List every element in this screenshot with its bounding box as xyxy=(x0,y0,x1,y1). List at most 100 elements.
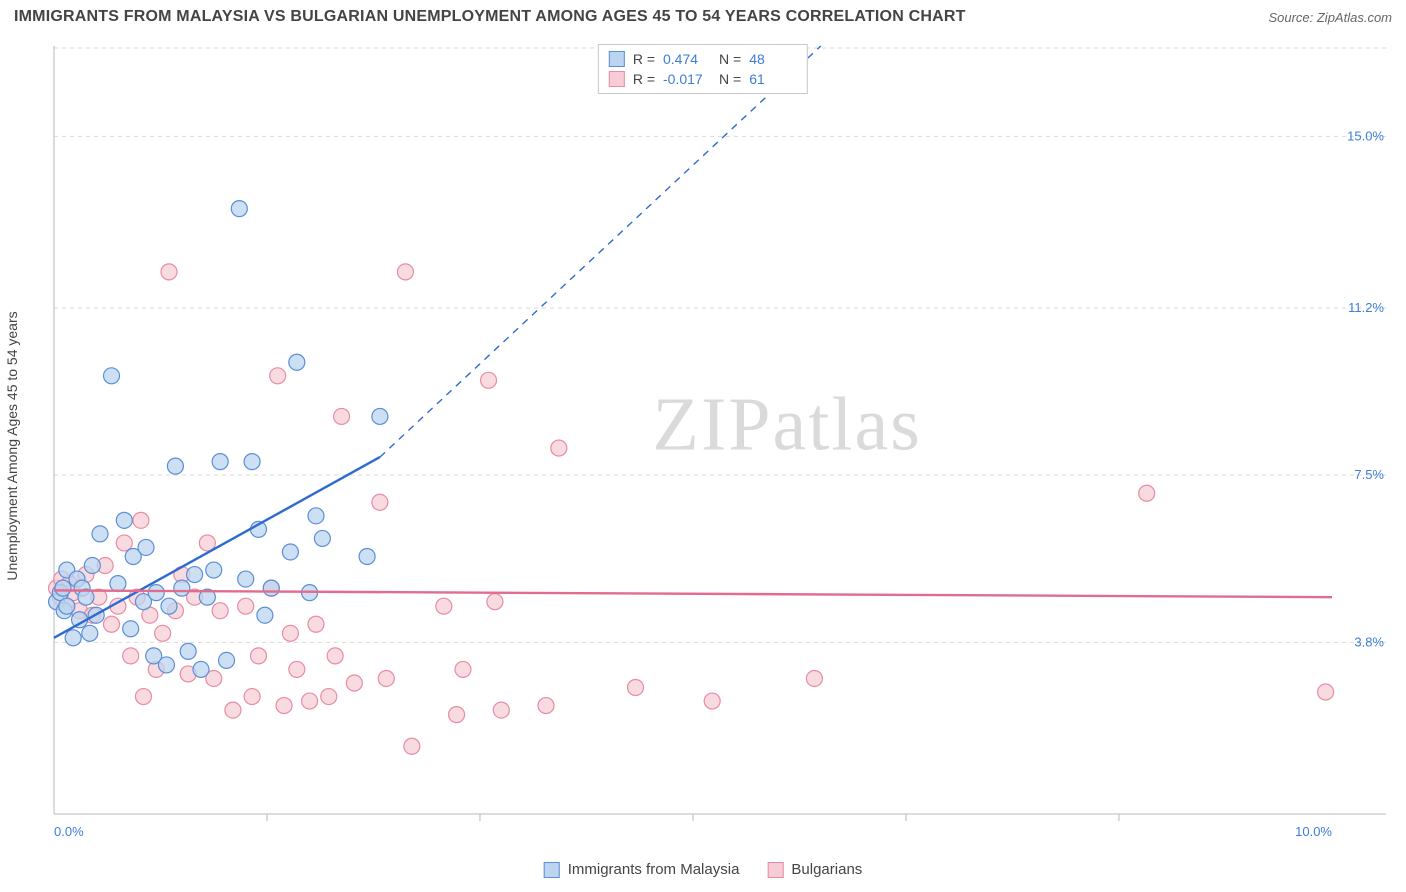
bulgarians-point xyxy=(397,264,413,280)
malaysia-point xyxy=(110,576,126,592)
bulgarians-point xyxy=(308,616,324,632)
legend-label: Immigrants from Malaysia xyxy=(568,861,740,878)
y-axis-label: Unemployment Among Ages 45 to 54 years xyxy=(4,311,20,580)
legend-swatch-icon xyxy=(609,51,625,67)
malaysia-point xyxy=(92,526,108,542)
bulgarians-point xyxy=(346,675,362,691)
bulgarians-point xyxy=(481,372,497,388)
malaysia-point xyxy=(148,585,164,601)
legend-item-bulgarians: Bulgarians xyxy=(767,861,862,878)
bulgarians-point xyxy=(378,670,394,686)
malaysia-point xyxy=(104,368,120,384)
n-value: 61 xyxy=(749,69,797,89)
legend-item-malaysia: Immigrants from Malaysia xyxy=(544,861,740,878)
bulgarians-point xyxy=(487,594,503,610)
r-label: R = xyxy=(633,69,655,89)
n-label: N = xyxy=(719,49,741,69)
malaysia-point xyxy=(174,580,190,596)
malaysia-point xyxy=(167,458,183,474)
malaysia-point xyxy=(158,657,174,673)
bulgarians-point xyxy=(135,689,151,705)
bulgarians-point xyxy=(155,625,171,641)
x-tick-label: 0.0% xyxy=(54,824,84,839)
malaysia-point xyxy=(123,621,139,637)
malaysia-point xyxy=(206,562,222,578)
bulgarians-point xyxy=(404,738,420,754)
y-tick-label: 3.8% xyxy=(1354,634,1384,649)
malaysia-point xyxy=(84,558,100,574)
bulgarians-point xyxy=(455,661,471,677)
malaysia-point xyxy=(193,661,209,677)
scatter-chart: 3.8% 7.5% 11.2% 15.0% 0.0% 10.0% xyxy=(48,40,1392,842)
bulgarians-point xyxy=(161,264,177,280)
bulgarians-point xyxy=(212,603,228,619)
legend-label: Bulgarians xyxy=(791,861,862,878)
bulgarians-point xyxy=(282,625,298,641)
bulgarians-trendline xyxy=(54,590,1332,597)
bulgarians-point xyxy=(449,707,465,723)
r-label: R = xyxy=(633,49,655,69)
bulgarians-point xyxy=(627,680,643,696)
bulgarians-point xyxy=(276,698,292,714)
source-label: Source: ZipAtlas.com xyxy=(1268,10,1392,25)
bulgarians-point xyxy=(289,661,305,677)
malaysia-point xyxy=(244,454,260,470)
y-tick-label: 11.2% xyxy=(1348,300,1384,315)
bulgarians-point xyxy=(334,408,350,424)
legend-row-malaysia: R = 0.474 N = 48 xyxy=(609,49,797,69)
malaysia-point xyxy=(55,580,71,596)
y-tick-label: 15.0% xyxy=(1347,128,1384,143)
bulgarians-point xyxy=(372,494,388,510)
bulgarians-point xyxy=(244,689,260,705)
legend-row-bulgarians: R = -0.017 N = 61 xyxy=(609,69,797,89)
bulgarians-point xyxy=(704,693,720,709)
malaysia-point xyxy=(65,630,81,646)
malaysia-point xyxy=(180,643,196,659)
series-legend: Immigrants from Malaysia Bulgarians xyxy=(544,861,863,878)
malaysia-point xyxy=(82,625,98,641)
bulgarians-point xyxy=(1139,485,1155,501)
x-tick-label: 10.0% xyxy=(1295,824,1332,839)
malaysia-point xyxy=(219,652,235,668)
malaysia-point xyxy=(372,408,388,424)
y-tick-label: 7.5% xyxy=(1354,467,1384,482)
bulgarians-point xyxy=(551,440,567,456)
malaysia-point xyxy=(59,598,75,614)
bulgarians-point xyxy=(436,598,452,614)
malaysia-point xyxy=(212,454,228,470)
malaysia-point xyxy=(263,580,279,596)
malaysia-point xyxy=(238,571,254,587)
bulgarians-point xyxy=(538,698,554,714)
bulgarians-point xyxy=(302,693,318,709)
malaysia-point xyxy=(257,607,273,623)
r-value: 0.474 xyxy=(663,49,711,69)
r-value: -0.017 xyxy=(663,69,711,89)
malaysia-point xyxy=(231,201,247,217)
malaysia-trendline-extension xyxy=(380,46,821,457)
plot-area: 3.8%7.5%11.2%15.0%0.0%10.0% ZIPatlas xyxy=(48,40,1392,842)
malaysia-point xyxy=(314,530,330,546)
bulgarians-point xyxy=(225,702,241,718)
malaysia-point xyxy=(187,567,203,583)
malaysia-point xyxy=(116,512,132,528)
legend-swatch-icon xyxy=(767,862,783,878)
correlation-legend: R = 0.474 N = 48 R = -0.017 N = 61 xyxy=(598,44,808,94)
bulgarians-point xyxy=(123,648,139,664)
malaysia-point xyxy=(161,598,177,614)
bulgarians-point xyxy=(321,689,337,705)
bulgarians-point xyxy=(806,670,822,686)
legend-swatch-icon xyxy=(544,862,560,878)
bulgarians-point xyxy=(133,512,149,528)
legend-swatch-icon xyxy=(609,71,625,87)
malaysia-point xyxy=(138,539,154,555)
bulgarians-point xyxy=(104,616,120,632)
bulgarians-point xyxy=(116,535,132,551)
bulgarians-point xyxy=(270,368,286,384)
bulgarians-point xyxy=(250,648,266,664)
n-value: 48 xyxy=(749,49,797,69)
bulgarians-point xyxy=(493,702,509,718)
n-label: N = xyxy=(719,69,741,89)
malaysia-point xyxy=(289,354,305,370)
malaysia-point xyxy=(359,548,375,564)
bulgarians-point xyxy=(1318,684,1334,700)
